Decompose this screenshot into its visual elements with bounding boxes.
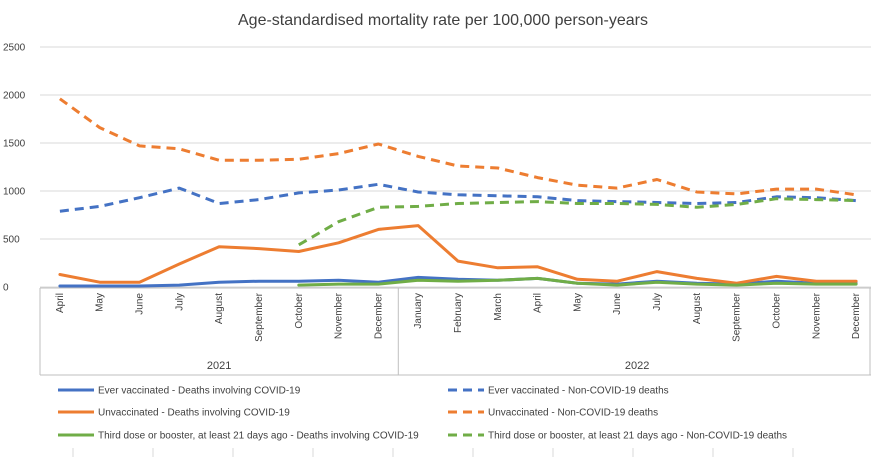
x-tick-label: November (811, 292, 822, 339)
legend-label-3: Unvaccinated - Non-COVID-19 deaths (488, 408, 658, 419)
x-tick-label: September (732, 292, 743, 342)
x-tick-label: April (55, 293, 66, 313)
x-tick-label: February (453, 293, 464, 333)
x-tick-label: January (413, 293, 424, 329)
x-tick-label: July (174, 293, 185, 311)
series-line-4 (297, 276, 858, 287)
series-line-3 (59, 97, 857, 197)
x-tick-label: July (652, 293, 663, 311)
x-tick-label: October (294, 292, 305, 328)
x-tick-label: October (771, 292, 782, 328)
legend-label-1: Ever vaccinated - Non-COVID-19 deaths (488, 386, 669, 397)
series-line-1 (59, 182, 857, 213)
legend-label-5: Third dose or booster, at least 21 days … (488, 431, 787, 442)
x-tick-label: May (95, 293, 106, 312)
y-tick-label: 500 (3, 235, 20, 246)
y-tick-label: 0 (3, 283, 9, 294)
legend-label-0: Ever vaccinated - Deaths involving COVID… (98, 386, 301, 397)
y-tick-label: 1000 (3, 187, 26, 198)
x-tick-label: September (254, 292, 265, 342)
x-tick-label: May (572, 293, 583, 312)
y-tick-label: 1500 (3, 139, 26, 150)
x-tick-label: December (373, 292, 384, 339)
x-tick-label: August (692, 293, 703, 324)
x-tick-label: April (533, 293, 544, 313)
series-line-5 (298, 197, 857, 247)
legend-label-4: Third dose or booster, at least 21 days … (98, 431, 419, 442)
x-tick-label: December (851, 292, 862, 339)
series-line-2 (58, 224, 858, 285)
y-tick-label: 2500 (3, 43, 26, 54)
x-tick-label: March (493, 293, 504, 321)
x-tick-label: August (214, 293, 225, 324)
year-label: 2021 (207, 360, 231, 372)
x-tick-label: June (612, 293, 623, 315)
x-tick-label: June (135, 293, 146, 315)
chart-title: Age-standardised mortality rate per 100,… (238, 12, 648, 29)
x-tick-label: November (334, 292, 345, 339)
year-label: 2022 (625, 360, 649, 372)
y-tick-label: 2000 (3, 91, 26, 102)
legend-label-2: Unvaccinated - Deaths involving COVID-19 (98, 408, 290, 419)
